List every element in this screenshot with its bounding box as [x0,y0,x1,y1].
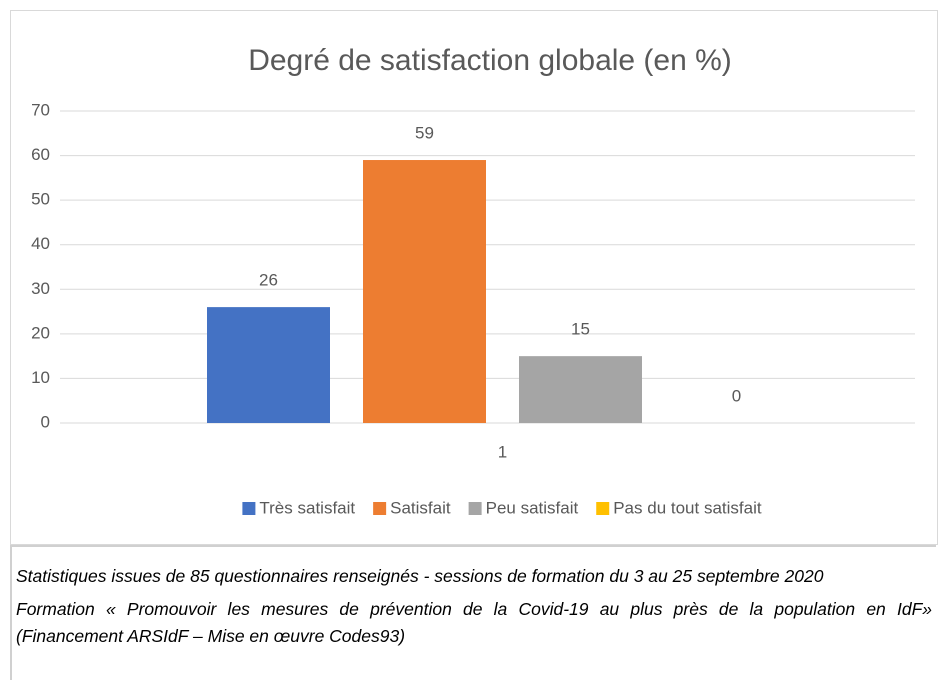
bar [207,307,330,423]
legend-label: Très satisfait [259,498,355,517]
chart-title: Degré de satisfaction globale (en %) [248,44,732,77]
data-label: 15 [571,320,590,339]
data-label: 26 [259,271,278,290]
chart: Degré de satisfaction globale (en %) 010… [10,10,938,545]
legend-swatch [242,502,256,515]
y-tick-label: 70 [31,100,50,119]
y-tick-label: 0 [41,412,50,431]
data-label: 59 [415,124,434,143]
bar [363,160,486,423]
y-tick-label: 20 [31,323,50,342]
y-tick-label: 50 [31,190,50,209]
data-label: 0 [732,386,741,405]
bar [519,356,642,423]
legend-swatch [468,502,482,515]
legend-swatch [596,502,610,515]
y-tick-label: 60 [31,145,50,164]
caption-box: Statistiques issues de 85 questionnaires… [10,545,936,680]
legend-swatch [373,502,387,515]
caption-line: Statistiques issues de 85 questionnaires… [16,566,824,586]
y-tick-label: 30 [31,279,50,298]
y-tick-label: 40 [31,234,50,253]
legend-label: Pas du tout satisfait [613,498,762,517]
x-tick-label: 1 [498,442,507,461]
y-tick-label: 10 [31,368,50,387]
legend-label: Peu satisfait [486,498,579,517]
legend-label: Satisfait [390,498,451,517]
caption-line: Formation « Promouvoir les mesures de pr… [16,599,932,646]
